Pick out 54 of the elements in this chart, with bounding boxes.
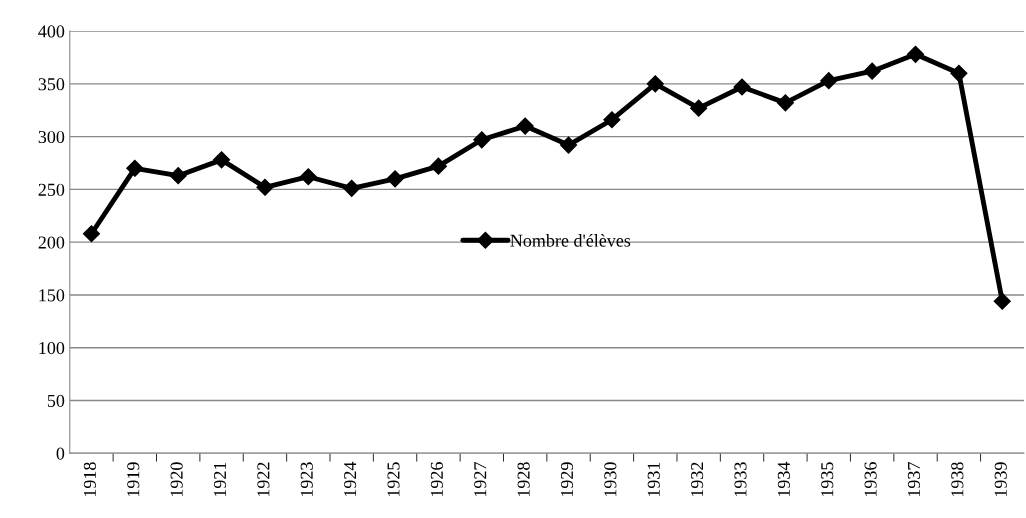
- point: [950, 64, 968, 82]
- x-tick-label: 1918: [83, 462, 96, 497]
- x-tick-label: 1935: [821, 462, 834, 497]
- y-tick-label: 100: [39, 341, 65, 355]
- point: [126, 159, 144, 177]
- x-tick-label: 1933: [734, 462, 747, 497]
- point: [386, 170, 404, 188]
- y-tick-label: 0: [56, 447, 65, 460]
- point: [343, 179, 361, 197]
- y-tick-label: 400: [38, 25, 65, 38]
- x-tick-label: 1928: [517, 462, 530, 497]
- point: [733, 78, 751, 96]
- x-tick-label: 1920: [170, 462, 183, 497]
- point: [646, 75, 664, 93]
- point: [603, 111, 621, 129]
- x-tick-label: 1939: [994, 462, 1007, 497]
- x-tick-label: 1931: [647, 462, 660, 497]
- y-tick-label: 200: [38, 236, 65, 249]
- point: [299, 168, 317, 186]
- x-tick-label: 1922: [257, 462, 270, 497]
- point: [993, 292, 1011, 310]
- point: [256, 178, 274, 196]
- x-tick-label: 1930: [604, 462, 617, 497]
- x-tick-label: 1924: [344, 461, 357, 497]
- point: [820, 72, 838, 90]
- x-tick-label: 1926: [430, 462, 443, 497]
- point: [516, 117, 534, 135]
- point: [82, 225, 101, 243]
- point: [169, 167, 187, 185]
- x-tick-label: 1923: [300, 462, 313, 497]
- y-tick-label: 50: [47, 394, 65, 407]
- point: [473, 131, 491, 149]
- x-tick-label: 1919: [127, 462, 140, 497]
- y-tick-label: 300: [38, 130, 65, 144]
- point: [213, 151, 231, 169]
- point: [776, 94, 794, 112]
- y-tick-label: 350: [38, 78, 65, 91]
- point: [863, 62, 881, 80]
- y-tick-label: 150: [39, 289, 65, 302]
- x-tick-label: 1932: [691, 462, 704, 497]
- legend-label: Nombre d'élèves: [510, 234, 631, 247]
- x-tick-label: 1937: [907, 462, 921, 497]
- x-tick-label: 1927: [474, 462, 487, 497]
- point: [429, 157, 447, 175]
- point: [906, 45, 925, 63]
- y-tick-label: 250: [38, 183, 65, 196]
- x-tick-label: 1925: [387, 462, 400, 497]
- x-tick-label: 1929: [560, 462, 574, 497]
- x-tick-label: 1921: [213, 462, 227, 497]
- x-tick-label: 1934: [777, 461, 790, 497]
- x-tick-label: 1936: [864, 462, 877, 497]
- point: [559, 136, 578, 154]
- x-tick-label: 1938: [951, 462, 964, 497]
- point: [690, 99, 708, 117]
